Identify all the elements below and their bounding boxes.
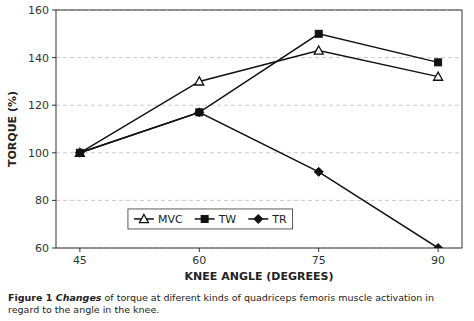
legend-label: TW: [218, 213, 237, 226]
legend-label: MVC: [158, 213, 183, 226]
data-point: [314, 167, 323, 176]
caption-italic: Changes: [56, 292, 102, 303]
tick-mark: [52, 200, 56, 201]
legend-item: TR: [248, 213, 287, 226]
chart-svg: 60 80 100 120 140 160 45 60 75 90 KNEE ANGLE (DEGR…: [0, 0, 474, 321]
tick-mark: [52, 248, 56, 249]
plot-background: [56, 10, 462, 248]
tick-label: 120: [28, 99, 49, 112]
caption-text: regard to the angle in the knee.: [8, 304, 159, 315]
tick-label: 140: [28, 52, 49, 65]
tick-label: 60: [35, 242, 49, 255]
y-axis-label: TORQUE (%): [6, 91, 19, 167]
tick-label: 75: [312, 254, 326, 267]
grid-line: [56, 152, 462, 153]
data-point: [75, 148, 84, 156]
legend-marker: [201, 215, 208, 222]
legend-item: MVC: [134, 213, 183, 226]
data-point: [75, 148, 84, 157]
legend-marker: [139, 214, 148, 222]
caption-bold: Figure 1: [8, 292, 56, 303]
tick-mark: [52, 10, 56, 11]
series-line: [80, 50, 438, 152]
tick-mark: [199, 248, 200, 252]
legend: MVC TW TR: [128, 209, 293, 229]
series-line: [80, 112, 438, 248]
tick-label: 80: [35, 194, 49, 207]
tick-mark: [52, 152, 56, 153]
grid-line: [56, 57, 462, 58]
chart-container: 60 80 100 120 140 160 45 60 75 90 KNEE ANGLE (DEGR…: [0, 0, 474, 321]
data-point: [195, 108, 204, 117]
legend-label: TR: [271, 213, 287, 226]
legend-marker: [254, 214, 263, 223]
plot-marks: [75, 30, 442, 248]
caption-text: of torque at diferent kinds of quadricep…: [101, 292, 433, 303]
data-point: [434, 72, 443, 80]
tick-mark: [52, 57, 56, 58]
plot-frame: [56, 10, 462, 248]
data-point: [76, 149, 83, 156]
data-point: [434, 244, 443, 249]
data-point: [435, 59, 442, 66]
caption: Figure 1 Changes of torque at diferent k…: [8, 292, 434, 315]
data-point: [195, 77, 204, 85]
tick-mark: [318, 248, 319, 252]
tick-label: 60: [192, 254, 206, 267]
tick-mark: [438, 248, 439, 252]
tick-mark: [52, 105, 56, 106]
tick-mark: [79, 248, 80, 252]
tick-label: 100: [28, 147, 49, 160]
grid-line: [56, 200, 462, 201]
data-point: [314, 46, 323, 54]
data-point: [315, 30, 322, 37]
tick-label: 90: [431, 254, 445, 267]
x-axis-label: KNEE ANGLE (DEGREES): [185, 270, 334, 283]
legend-box: [128, 209, 293, 229]
data-point: [196, 109, 203, 116]
tick-label: 160: [28, 4, 49, 17]
tick-label: 45: [73, 254, 87, 267]
grid-line: [56, 105, 462, 106]
legend-item: TW: [195, 213, 237, 226]
